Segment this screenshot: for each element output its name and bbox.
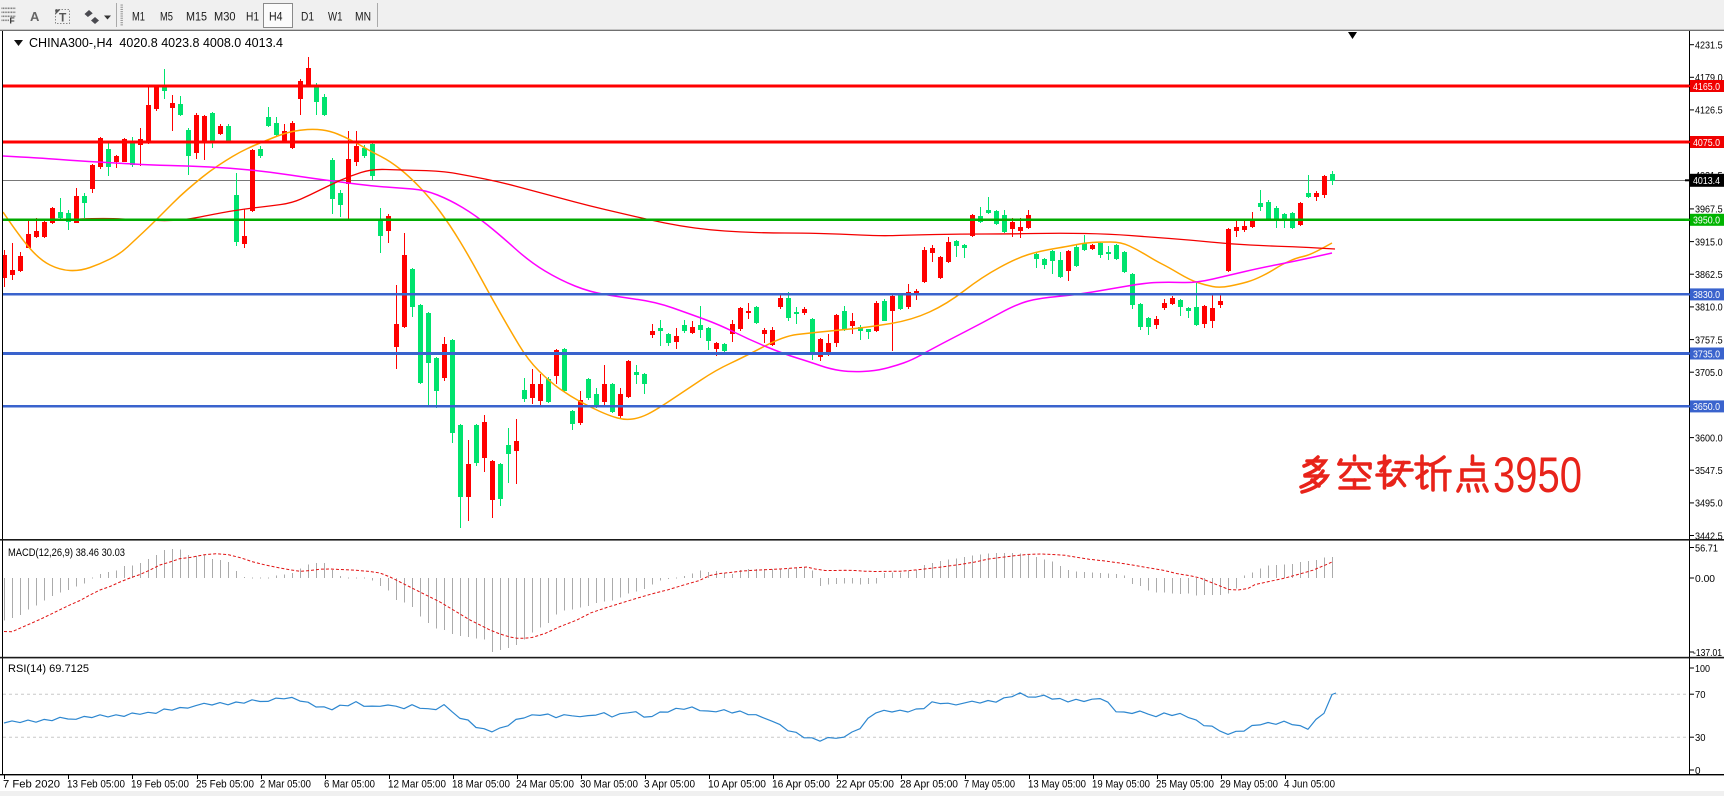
svg-text:16 Apr 05:00: 16 Apr 05:00 — [772, 779, 830, 791]
svg-text:A: A — [30, 9, 40, 24]
svg-text:3757.5: 3757.5 — [1695, 335, 1723, 346]
svg-text:0: 0 — [1695, 766, 1701, 777]
svg-text:3705.0: 3705.0 — [1695, 368, 1723, 379]
svg-text:M30: M30 — [214, 12, 236, 24]
svg-text:M5: M5 — [160, 12, 173, 24]
svg-text:2 Mar 05:00: 2 Mar 05:00 — [260, 779, 311, 791]
svg-text:W1: W1 — [328, 12, 343, 24]
svg-text:3810.0: 3810.0 — [1695, 303, 1723, 314]
svg-text:7 Feb 2020: 7 Feb 2020 — [3, 779, 60, 791]
svg-text:MACD(12,26,9) 38.46 30.03: MACD(12,26,9) 38.46 30.03 — [8, 547, 125, 559]
svg-text:D1: D1 — [301, 12, 314, 24]
svg-text:M15: M15 — [186, 12, 207, 24]
svg-text:4231.5: 4231.5 — [1695, 41, 1723, 52]
svg-text:7 May 05:00: 7 May 05:00 — [964, 779, 1015, 791]
svg-text:22 Apr 05:00: 22 Apr 05:00 — [836, 779, 894, 791]
svg-text:3650.0: 3650.0 — [1693, 402, 1720, 413]
svg-text:19 May 05:00: 19 May 05:00 — [1092, 779, 1150, 791]
svg-text:29 May 05:00: 29 May 05:00 — [1220, 779, 1278, 791]
svg-text:3547.5: 3547.5 — [1695, 466, 1723, 477]
svg-text:4165.0: 4165.0 — [1693, 82, 1720, 93]
svg-text:70: 70 — [1695, 690, 1706, 701]
svg-text:18 Mar 05:00: 18 Mar 05:00 — [452, 779, 510, 791]
svg-text:100: 100 — [1695, 664, 1710, 675]
svg-text:25 Feb 05:00: 25 Feb 05:00 — [196, 779, 254, 791]
svg-text:24 Mar 05:00: 24 Mar 05:00 — [516, 779, 574, 791]
svg-text:4013.4: 4013.4 — [1693, 176, 1720, 187]
svg-text:4126.5: 4126.5 — [1695, 106, 1723, 117]
svg-text:3735.0: 3735.0 — [1693, 349, 1720, 360]
svg-text:RSI(14) 69.7125: RSI(14) 69.7125 — [8, 663, 89, 675]
svg-text:12 Mar 05:00: 12 Mar 05:00 — [388, 779, 446, 791]
svg-text:0.00: 0.00 — [1695, 574, 1715, 585]
svg-text:M1: M1 — [132, 12, 145, 24]
svg-text:6 Mar 05:00: 6 Mar 05:00 — [324, 779, 375, 791]
svg-text:MN: MN — [355, 12, 371, 24]
svg-text:13 Feb 05:00: 13 Feb 05:00 — [67, 779, 125, 791]
svg-text:4179.0: 4179.0 — [1695, 73, 1723, 84]
svg-text:3950.0: 3950.0 — [1693, 216, 1720, 227]
svg-text:3442.5: 3442.5 — [1695, 531, 1723, 542]
svg-text:3495.0: 3495.0 — [1695, 499, 1723, 510]
svg-text:30: 30 — [1695, 733, 1706, 744]
svg-text:56.71: 56.71 — [1695, 543, 1718, 554]
svg-text:3830.0: 3830.0 — [1693, 290, 1720, 301]
svg-text:3967.5: 3967.5 — [1695, 205, 1723, 216]
svg-text:25 May 05:00: 25 May 05:00 — [1156, 779, 1214, 791]
svg-text:30 Mar 05:00: 30 Mar 05:00 — [580, 779, 638, 791]
svg-text:4075.0: 4075.0 — [1693, 138, 1720, 149]
svg-text:3862.5: 3862.5 — [1695, 270, 1723, 281]
svg-text:10 Apr 05:00: 10 Apr 05:00 — [708, 779, 766, 791]
svg-text:19 Feb 05:00: 19 Feb 05:00 — [131, 779, 189, 791]
svg-text:T: T — [59, 11, 67, 25]
svg-text:H4: H4 — [269, 12, 283, 24]
svg-text:F: F — [10, 16, 15, 26]
svg-text:3915.0: 3915.0 — [1695, 237, 1723, 248]
svg-text:3950: 3950 — [1493, 447, 1582, 503]
svg-text:3 Apr 05:00: 3 Apr 05:00 — [644, 779, 695, 791]
svg-text:CHINA300-,H4 4020.8 4023.8 40: CHINA300-,H4 4020.8 4023.8 4008.0 4013.4 — [29, 36, 283, 50]
svg-text:28 Apr 05:00: 28 Apr 05:00 — [900, 779, 958, 791]
svg-text:H1: H1 — [246, 12, 259, 24]
svg-text:-137.01: -137.01 — [1693, 648, 1722, 659]
svg-text:4 Jun 05:00: 4 Jun 05:00 — [1284, 779, 1335, 791]
svg-text:13 May 05:00: 13 May 05:00 — [1028, 779, 1086, 791]
svg-text:3600.0: 3600.0 — [1695, 433, 1723, 444]
